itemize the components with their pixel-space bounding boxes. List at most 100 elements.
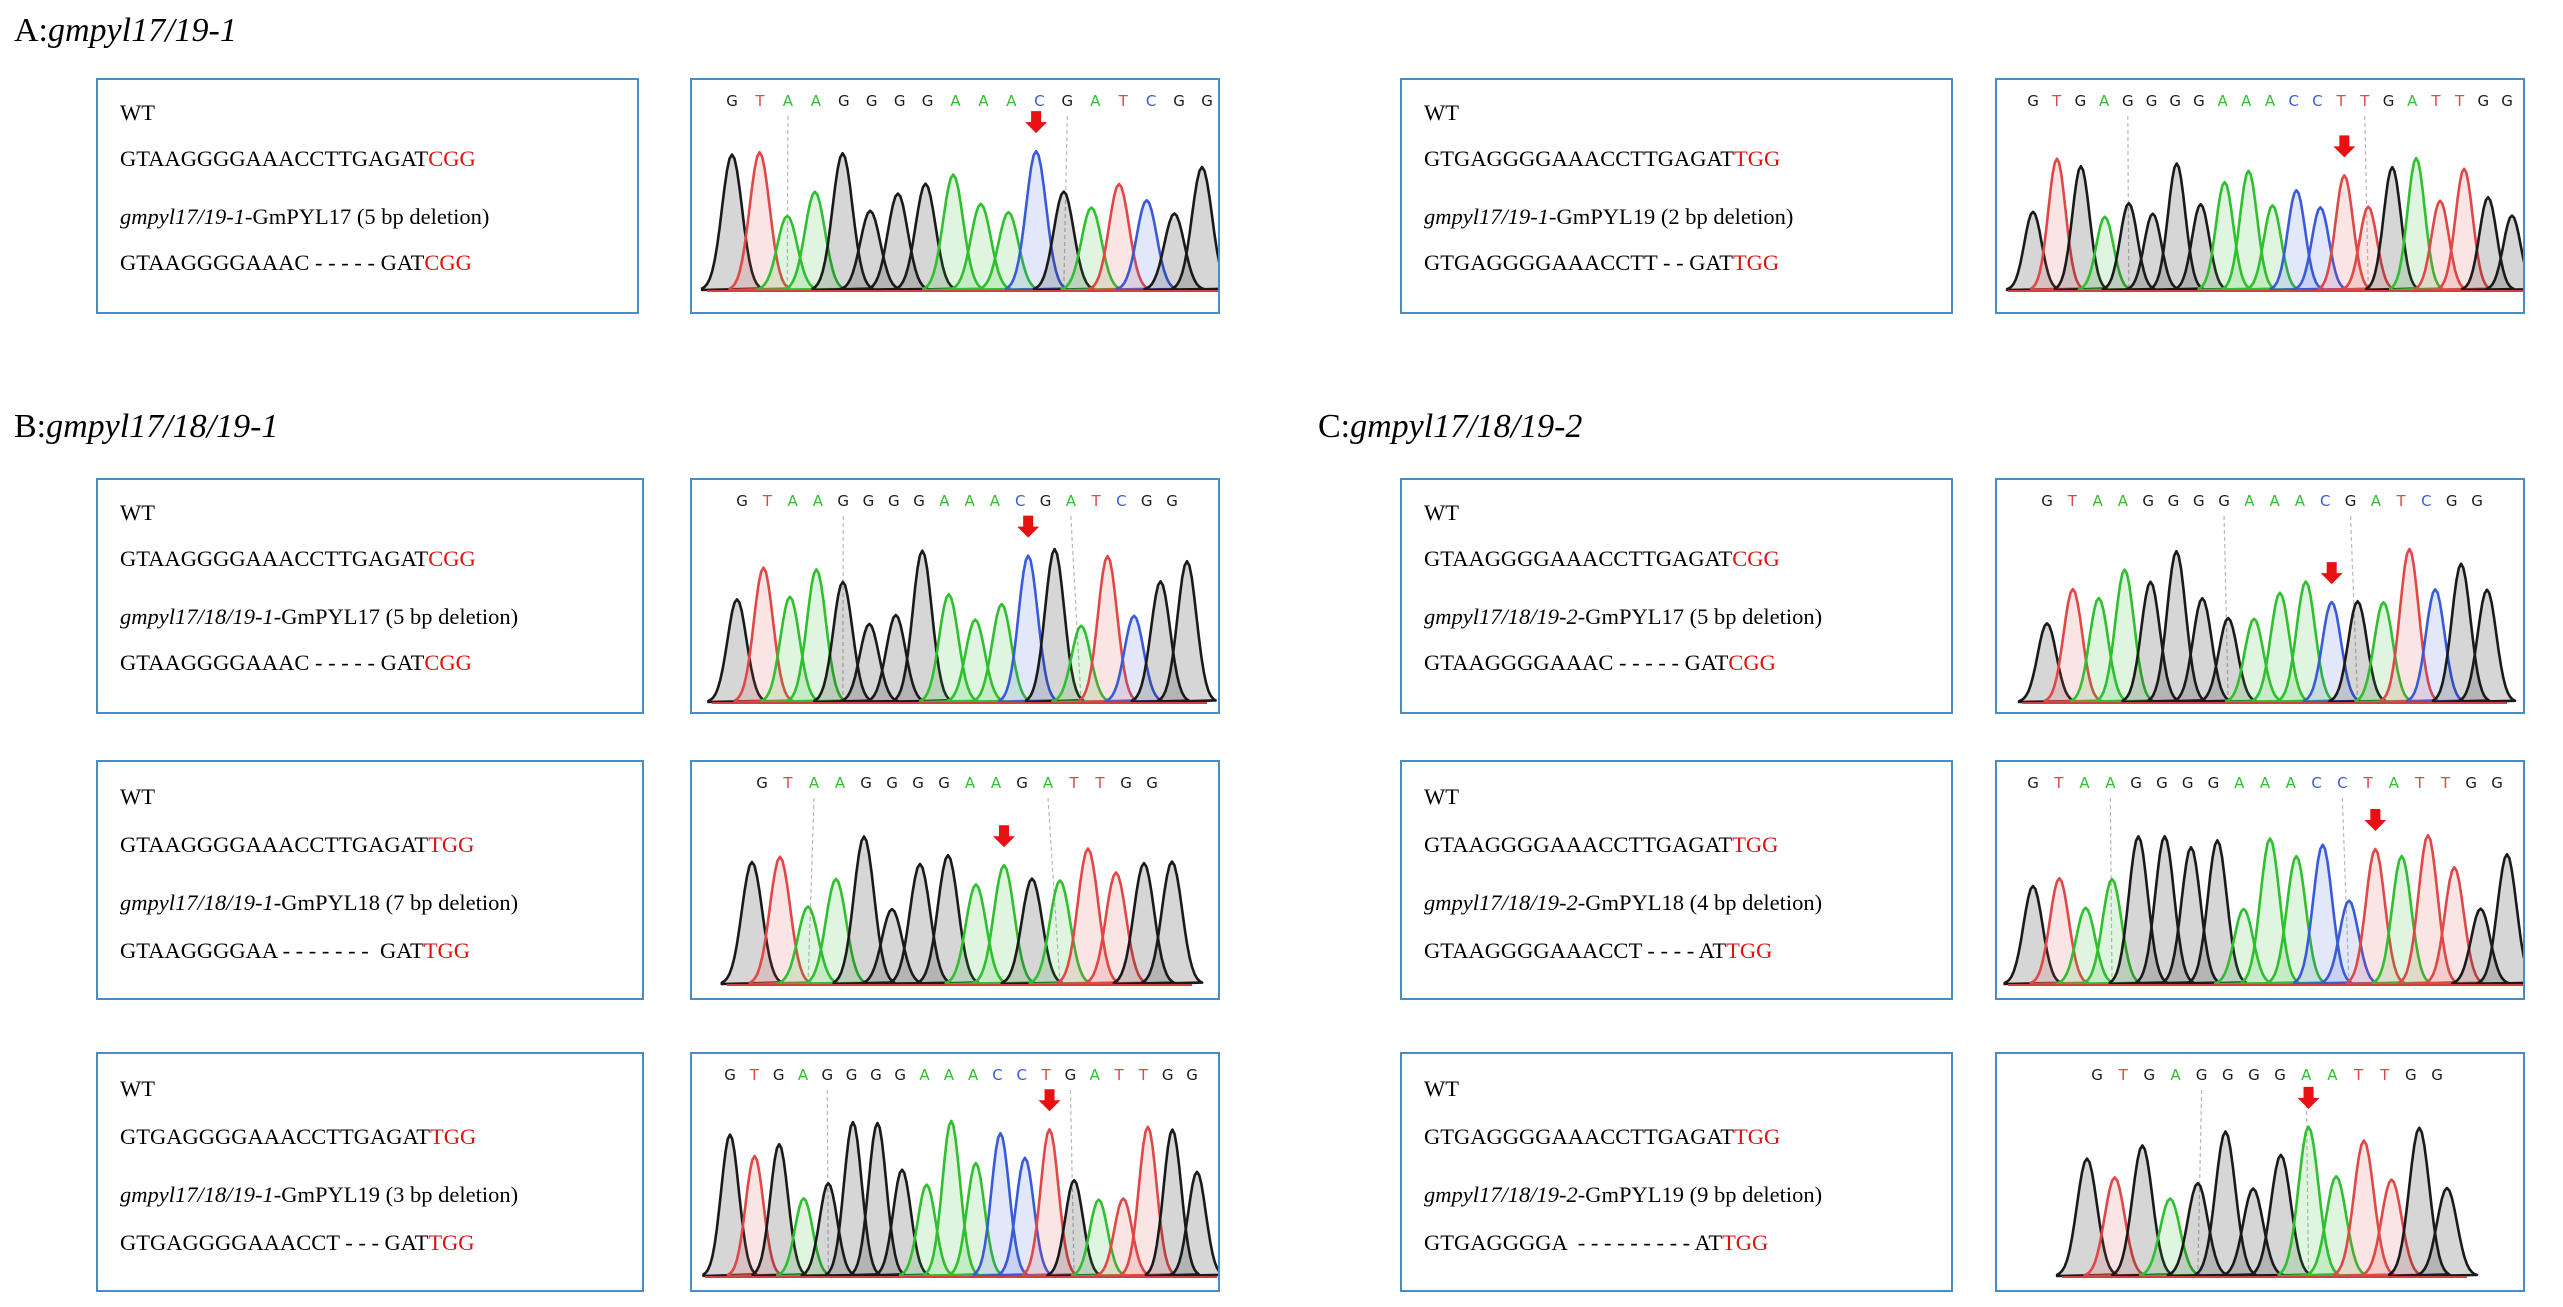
base-call-t: T xyxy=(2353,1066,2364,1084)
trace-peak-a xyxy=(977,210,1040,292)
wt-sequence: GTGAGGGGAAACCTTGAGATTGG xyxy=(1424,146,1780,172)
trace-peak-g xyxy=(2055,1157,2119,1278)
base-call-a: A xyxy=(2301,1066,2312,1084)
mutant-gene-deletion: -GmPYL17 (5 bp deletion) xyxy=(1577,604,1823,629)
wt-label: WT xyxy=(120,500,155,526)
base-call-t: T xyxy=(782,774,793,792)
base-call-t: T xyxy=(754,92,765,110)
trace-peak-t xyxy=(2332,1139,2396,1278)
wt-label-text: WT xyxy=(120,100,155,125)
base-call-t: T xyxy=(2396,492,2407,510)
mutant-line-name: gmpyl17/18/19-1 xyxy=(120,1182,274,1207)
base-call-t: T xyxy=(2053,774,2064,792)
base-call-a: A xyxy=(2371,492,2382,510)
base-call-a: A xyxy=(2217,92,2228,110)
base-call-t: T xyxy=(2414,774,2425,792)
trace-peak-t xyxy=(2360,1178,2423,1278)
trace-peak-a xyxy=(2213,907,2274,986)
base-call-g: G xyxy=(912,774,924,792)
base-call-g: G xyxy=(860,774,872,792)
base-call-g: G xyxy=(837,492,849,510)
base-call-t: T xyxy=(762,492,773,510)
wt-pam: TGG xyxy=(1733,1124,1781,1149)
wt-label: WT xyxy=(1424,784,1459,810)
trace-peak-c xyxy=(997,1156,1053,1278)
sequence-text-box: WT GTAAGGGGAAACCTTGAGATTGG gmpyl17/18/19-1… xyxy=(96,760,644,1000)
trace-peak-g xyxy=(2328,600,2387,704)
trace-peak-a xyxy=(1028,879,1092,986)
trace-peak-t xyxy=(2398,833,2458,986)
trace-peak-g xyxy=(2365,165,2420,292)
wt-sequence-body: GTGAGGGGAAACCTTGAGAT xyxy=(120,1124,430,1149)
alignment-guide-line xyxy=(2109,797,2113,985)
base-call-g: G xyxy=(2471,492,2483,510)
mutant-sequence-body: GTGAGGGGAAACCTT - - GAT xyxy=(1424,250,1733,275)
wt-sequence: GTAAGGGGAAACCTTGAGATCGG xyxy=(120,146,476,172)
alignment-guide-line xyxy=(786,115,789,291)
trace-peak-t xyxy=(2380,547,2439,704)
base-call-g: G xyxy=(724,1066,736,1084)
base-call-g: G xyxy=(2041,492,2053,510)
wt-pam: TGG xyxy=(428,832,475,857)
mutation-arrow-icon xyxy=(2320,562,2343,585)
trace-peak-a xyxy=(2250,591,2310,704)
trace-peak-a xyxy=(898,1183,955,1278)
base-call-a: A xyxy=(2327,1066,2338,1084)
base-call-a: A xyxy=(787,492,798,510)
base-call-t: T xyxy=(1041,1066,1052,1084)
base-call-a: A xyxy=(835,774,846,792)
mutant-line-name: gmpyl17/19-1 xyxy=(1424,204,1549,229)
base-call-g: G xyxy=(2193,492,2205,510)
trace-peak-g xyxy=(1144,1128,1201,1278)
trace-peak-a xyxy=(775,1197,832,1278)
trace-peak-t xyxy=(726,1154,783,1278)
base-call-g: G xyxy=(2274,1066,2286,1084)
trace-peak-g xyxy=(1140,860,1204,986)
base-call-g: G xyxy=(2027,92,2039,110)
alignment-guide-line xyxy=(2305,1089,2310,1277)
trace-peak-a xyxy=(972,864,1036,986)
trace-peak-a xyxy=(786,568,847,704)
alignment-guide-line xyxy=(1070,515,1082,703)
base-call-g: G xyxy=(938,774,950,792)
trace-peak-g xyxy=(916,853,980,986)
sequence-text-box: WT GTAAGGGGAAACCTTGAGATCGG gmpyl17/19-1-Gm… xyxy=(96,78,639,314)
trace-peak-c xyxy=(972,1131,1029,1278)
trace-peak-g xyxy=(1130,580,1191,704)
base-call-g: G xyxy=(2130,774,2142,792)
mutant-pam: TGG xyxy=(1726,938,1773,963)
trace-peak-g xyxy=(2484,214,2523,292)
sequence-text-box: WT GTAAGGGGAAACCTTGAGATTGG gmpyl17/18/19-2… xyxy=(1400,760,1953,1000)
trace-peak-g xyxy=(839,622,900,704)
trace-peak-g xyxy=(2125,212,2180,292)
trace-peak-g xyxy=(866,192,929,292)
mutant-sequence: GTGAGGGGA - - - - - - - - - ATTGG xyxy=(1424,1230,1768,1256)
base-call-g: G xyxy=(2491,774,2503,792)
trace-peak-c xyxy=(1115,198,1178,292)
trace-peak-a xyxy=(918,593,979,704)
mutant-sequence-body: GTAAGGGGAAAC - - - - - GAT xyxy=(120,250,425,275)
trace-peak-t xyxy=(2341,205,2396,292)
base-call-a: A xyxy=(944,1066,955,1084)
base-call-g: G xyxy=(2027,774,2039,792)
arrow-shape xyxy=(2364,809,2387,832)
trace-peak-g xyxy=(1143,212,1206,292)
base-call-g: G xyxy=(838,92,850,110)
wt-sequence: GTAAGGGGAAACCTTGAGATCGG xyxy=(1424,546,1780,572)
wt-label: WT xyxy=(120,1076,155,1102)
wt-pam: CGG xyxy=(1732,546,1780,571)
trace-peak-g xyxy=(2460,196,2516,292)
trace-peak-a xyxy=(2371,854,2432,986)
trace-peak-a xyxy=(2069,596,2128,704)
wt-sequence-body: GTGAGGGGAAACCTTGAGAT xyxy=(1424,146,1734,171)
trace-peak-g xyxy=(720,860,784,986)
mutant-pam: CGG xyxy=(1728,650,1776,675)
base-call-g: G xyxy=(866,92,878,110)
